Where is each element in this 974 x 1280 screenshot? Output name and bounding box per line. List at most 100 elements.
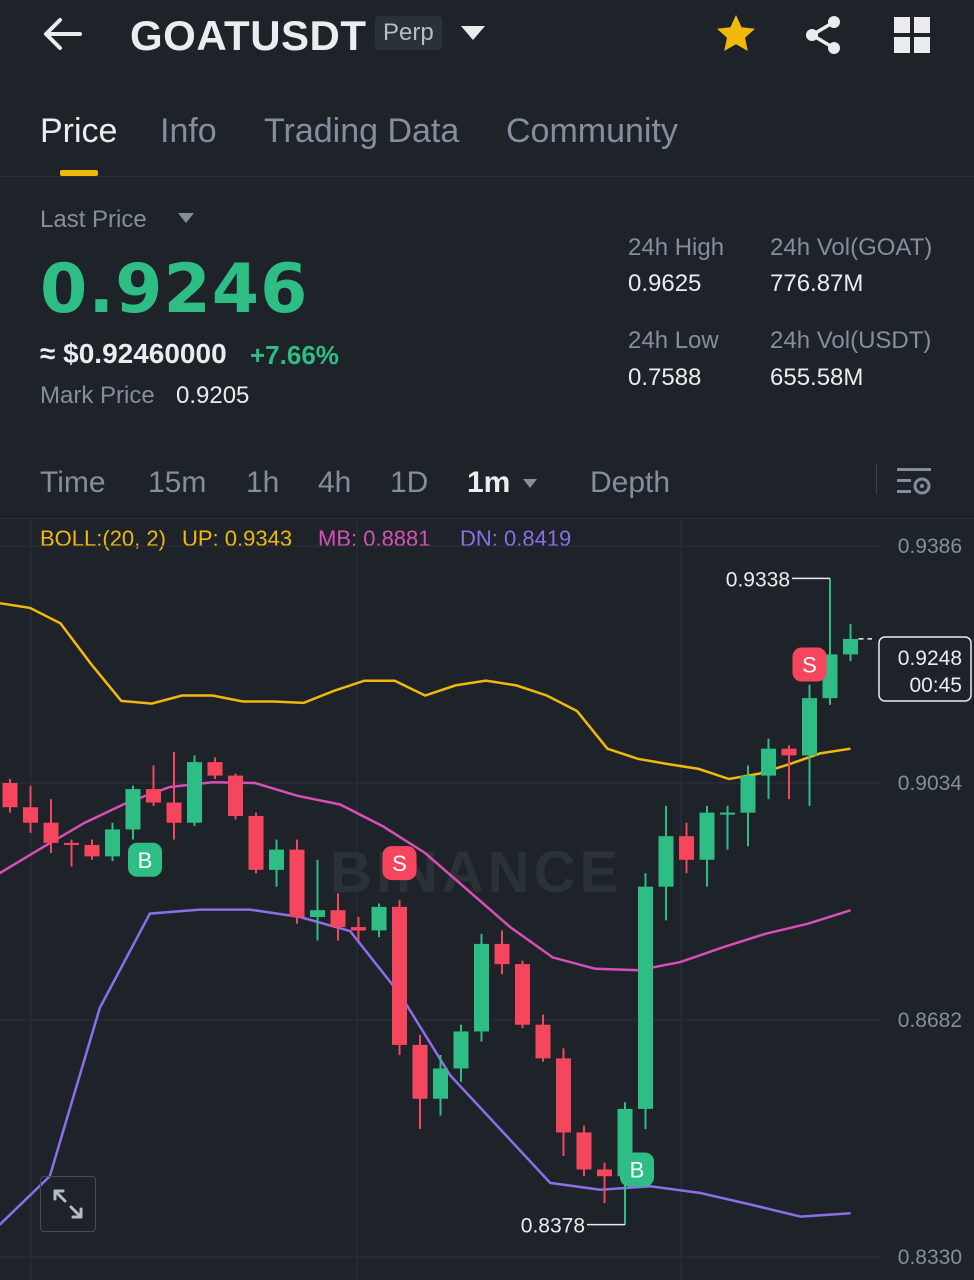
tab-trading-data[interactable]: Trading Data bbox=[264, 112, 460, 150]
candle-body bbox=[781, 748, 797, 756]
signal-sell-badge bbox=[792, 647, 827, 682]
candle-body bbox=[146, 789, 161, 803]
candle-body bbox=[474, 943, 489, 1032]
candle-body bbox=[23, 807, 38, 823]
candle-body bbox=[802, 698, 817, 756]
candlestick-chart[interactable]: BINANCE 0.9386 0.9034 0.8682 0.8330 B S B S 0.… bbox=[0, 520, 974, 1280]
interval-1h[interactable]: 1h bbox=[246, 466, 280, 499]
interval-1m[interactable]: 1m bbox=[467, 466, 511, 499]
back-arrow-icon[interactable] bbox=[40, 14, 86, 54]
y-tick-label: 0.9386 bbox=[898, 535, 962, 558]
y-tick-label: 0.8330 bbox=[898, 1246, 962, 1269]
boll-params: BOLL:(20, 2) bbox=[40, 526, 166, 551]
trade-signals: B S B S bbox=[128, 647, 827, 1187]
candle-body bbox=[248, 815, 264, 870]
last-price-dropdown-icon[interactable] bbox=[177, 212, 195, 224]
interval-time[interactable]: Time bbox=[40, 466, 106, 499]
candle-body bbox=[494, 943, 510, 965]
interval-bar: Time 15m 1h 4h 1D 1m Depth bbox=[0, 458, 974, 519]
header-bar: GOATUSDT Perp bbox=[0, 0, 974, 80]
candle-body bbox=[638, 886, 653, 1109]
y-tick-label: 0.8682 bbox=[898, 1009, 962, 1032]
boll-mb: MB: 0.8881 bbox=[318, 526, 431, 551]
candle-body bbox=[64, 842, 79, 845]
chart-grid bbox=[0, 520, 880, 1280]
tab-info[interactable]: Info bbox=[160, 112, 217, 150]
candle-body bbox=[740, 775, 756, 813]
tab-price[interactable]: Price bbox=[40, 112, 118, 150]
candle-body bbox=[228, 775, 243, 816]
fullscreen-expand-icon[interactable] bbox=[40, 1176, 96, 1232]
candle-body bbox=[105, 829, 120, 857]
boll-lower-line bbox=[0, 908, 851, 1226]
chart-settings-icon[interactable] bbox=[895, 464, 933, 498]
price-markers: 0.9338 0.8378 bbox=[521, 568, 872, 1238]
candle-body bbox=[84, 844, 100, 857]
candle-body bbox=[351, 927, 366, 931]
symbol-title[interactable]: GOATUSDT bbox=[130, 12, 367, 59]
candle-body bbox=[43, 822, 59, 843]
candle-body bbox=[453, 1031, 469, 1069]
watermark: BINANCE bbox=[330, 840, 622, 905]
perp-badge: Perp bbox=[375, 16, 442, 50]
high-value: 0.9625 bbox=[628, 270, 702, 297]
y-axis-ticks: 0.9386 0.9034 0.8682 0.8330 bbox=[898, 535, 963, 1269]
signal-buy-badge bbox=[128, 842, 162, 877]
low-value: 0.7588 bbox=[628, 364, 702, 391]
candle-body bbox=[207, 762, 223, 776]
candle-body bbox=[576, 1132, 592, 1170]
grid-menu-icon[interactable] bbox=[893, 16, 931, 54]
interval-4h[interactable]: 4h bbox=[318, 466, 352, 499]
share-icon[interactable] bbox=[802, 14, 844, 56]
high-label: 24h High bbox=[628, 234, 725, 261]
interval-dropdown-icon[interactable] bbox=[522, 478, 538, 489]
signal-sell-label: S bbox=[392, 851, 407, 876]
interval-1d[interactable]: 1D bbox=[390, 466, 429, 499]
candle-body bbox=[371, 906, 387, 931]
candle-body bbox=[679, 836, 694, 860]
signal-sell-badge bbox=[382, 846, 417, 881]
candle-body bbox=[310, 910, 325, 917]
boll-dn: DN: 0.8419 bbox=[460, 526, 572, 551]
candle-body bbox=[166, 802, 182, 823]
change-percent: +7.66% bbox=[250, 340, 339, 370]
candle-body bbox=[515, 964, 530, 1025]
interval-depth[interactable]: Depth bbox=[590, 466, 671, 499]
vol-quote-label: 24h Vol(USDT) bbox=[770, 327, 932, 354]
candle-body bbox=[433, 1068, 448, 1099]
low-label: 24h Low bbox=[628, 327, 719, 354]
high-marker-label: 0.9338 bbox=[726, 568, 790, 591]
signal-sell-label: S bbox=[802, 653, 817, 678]
interval-15m[interactable]: 15m bbox=[148, 466, 207, 499]
current-price-value: 0.9248 bbox=[898, 647, 962, 670]
candles bbox=[2, 578, 858, 1225]
favorite-star-icon[interactable] bbox=[714, 12, 758, 56]
signal-buy-label: B bbox=[630, 1157, 645, 1182]
candle-body bbox=[125, 789, 141, 830]
candle-body bbox=[392, 906, 407, 1045]
last-price-value: 0.9246 bbox=[40, 250, 309, 329]
candle-body bbox=[720, 812, 735, 815]
candle-body bbox=[269, 849, 284, 870]
tab-community[interactable]: Community bbox=[506, 112, 678, 150]
low-marker-label: 0.8378 bbox=[521, 1215, 585, 1238]
candle-body bbox=[597, 1169, 612, 1177]
boll-up: UP: 0.9343 bbox=[182, 526, 293, 551]
active-tab-indicator bbox=[60, 170, 98, 176]
signal-buy-badge bbox=[620, 1152, 654, 1187]
candle-body bbox=[556, 1058, 571, 1133]
vol-base-label: 24h Vol(GOAT) bbox=[770, 234, 933, 261]
dropdown-triangle-icon[interactable] bbox=[460, 24, 486, 42]
candle-body bbox=[289, 849, 305, 917]
candle-body bbox=[843, 638, 858, 655]
main-tabs: Price Info Trading Data Community bbox=[0, 104, 974, 177]
usd-price: ≈ $0.92460000 bbox=[40, 338, 227, 369]
candle-countdown: 00:45 bbox=[909, 674, 962, 697]
last-price-label[interactable]: Last Price bbox=[40, 206, 147, 233]
candle-body bbox=[658, 836, 674, 887]
mark-price-label: Mark Price bbox=[40, 382, 155, 409]
candle-body bbox=[699, 812, 715, 860]
candle-body bbox=[412, 1044, 428, 1099]
signal-buy-label: B bbox=[138, 848, 153, 873]
candle-body bbox=[187, 762, 202, 823]
